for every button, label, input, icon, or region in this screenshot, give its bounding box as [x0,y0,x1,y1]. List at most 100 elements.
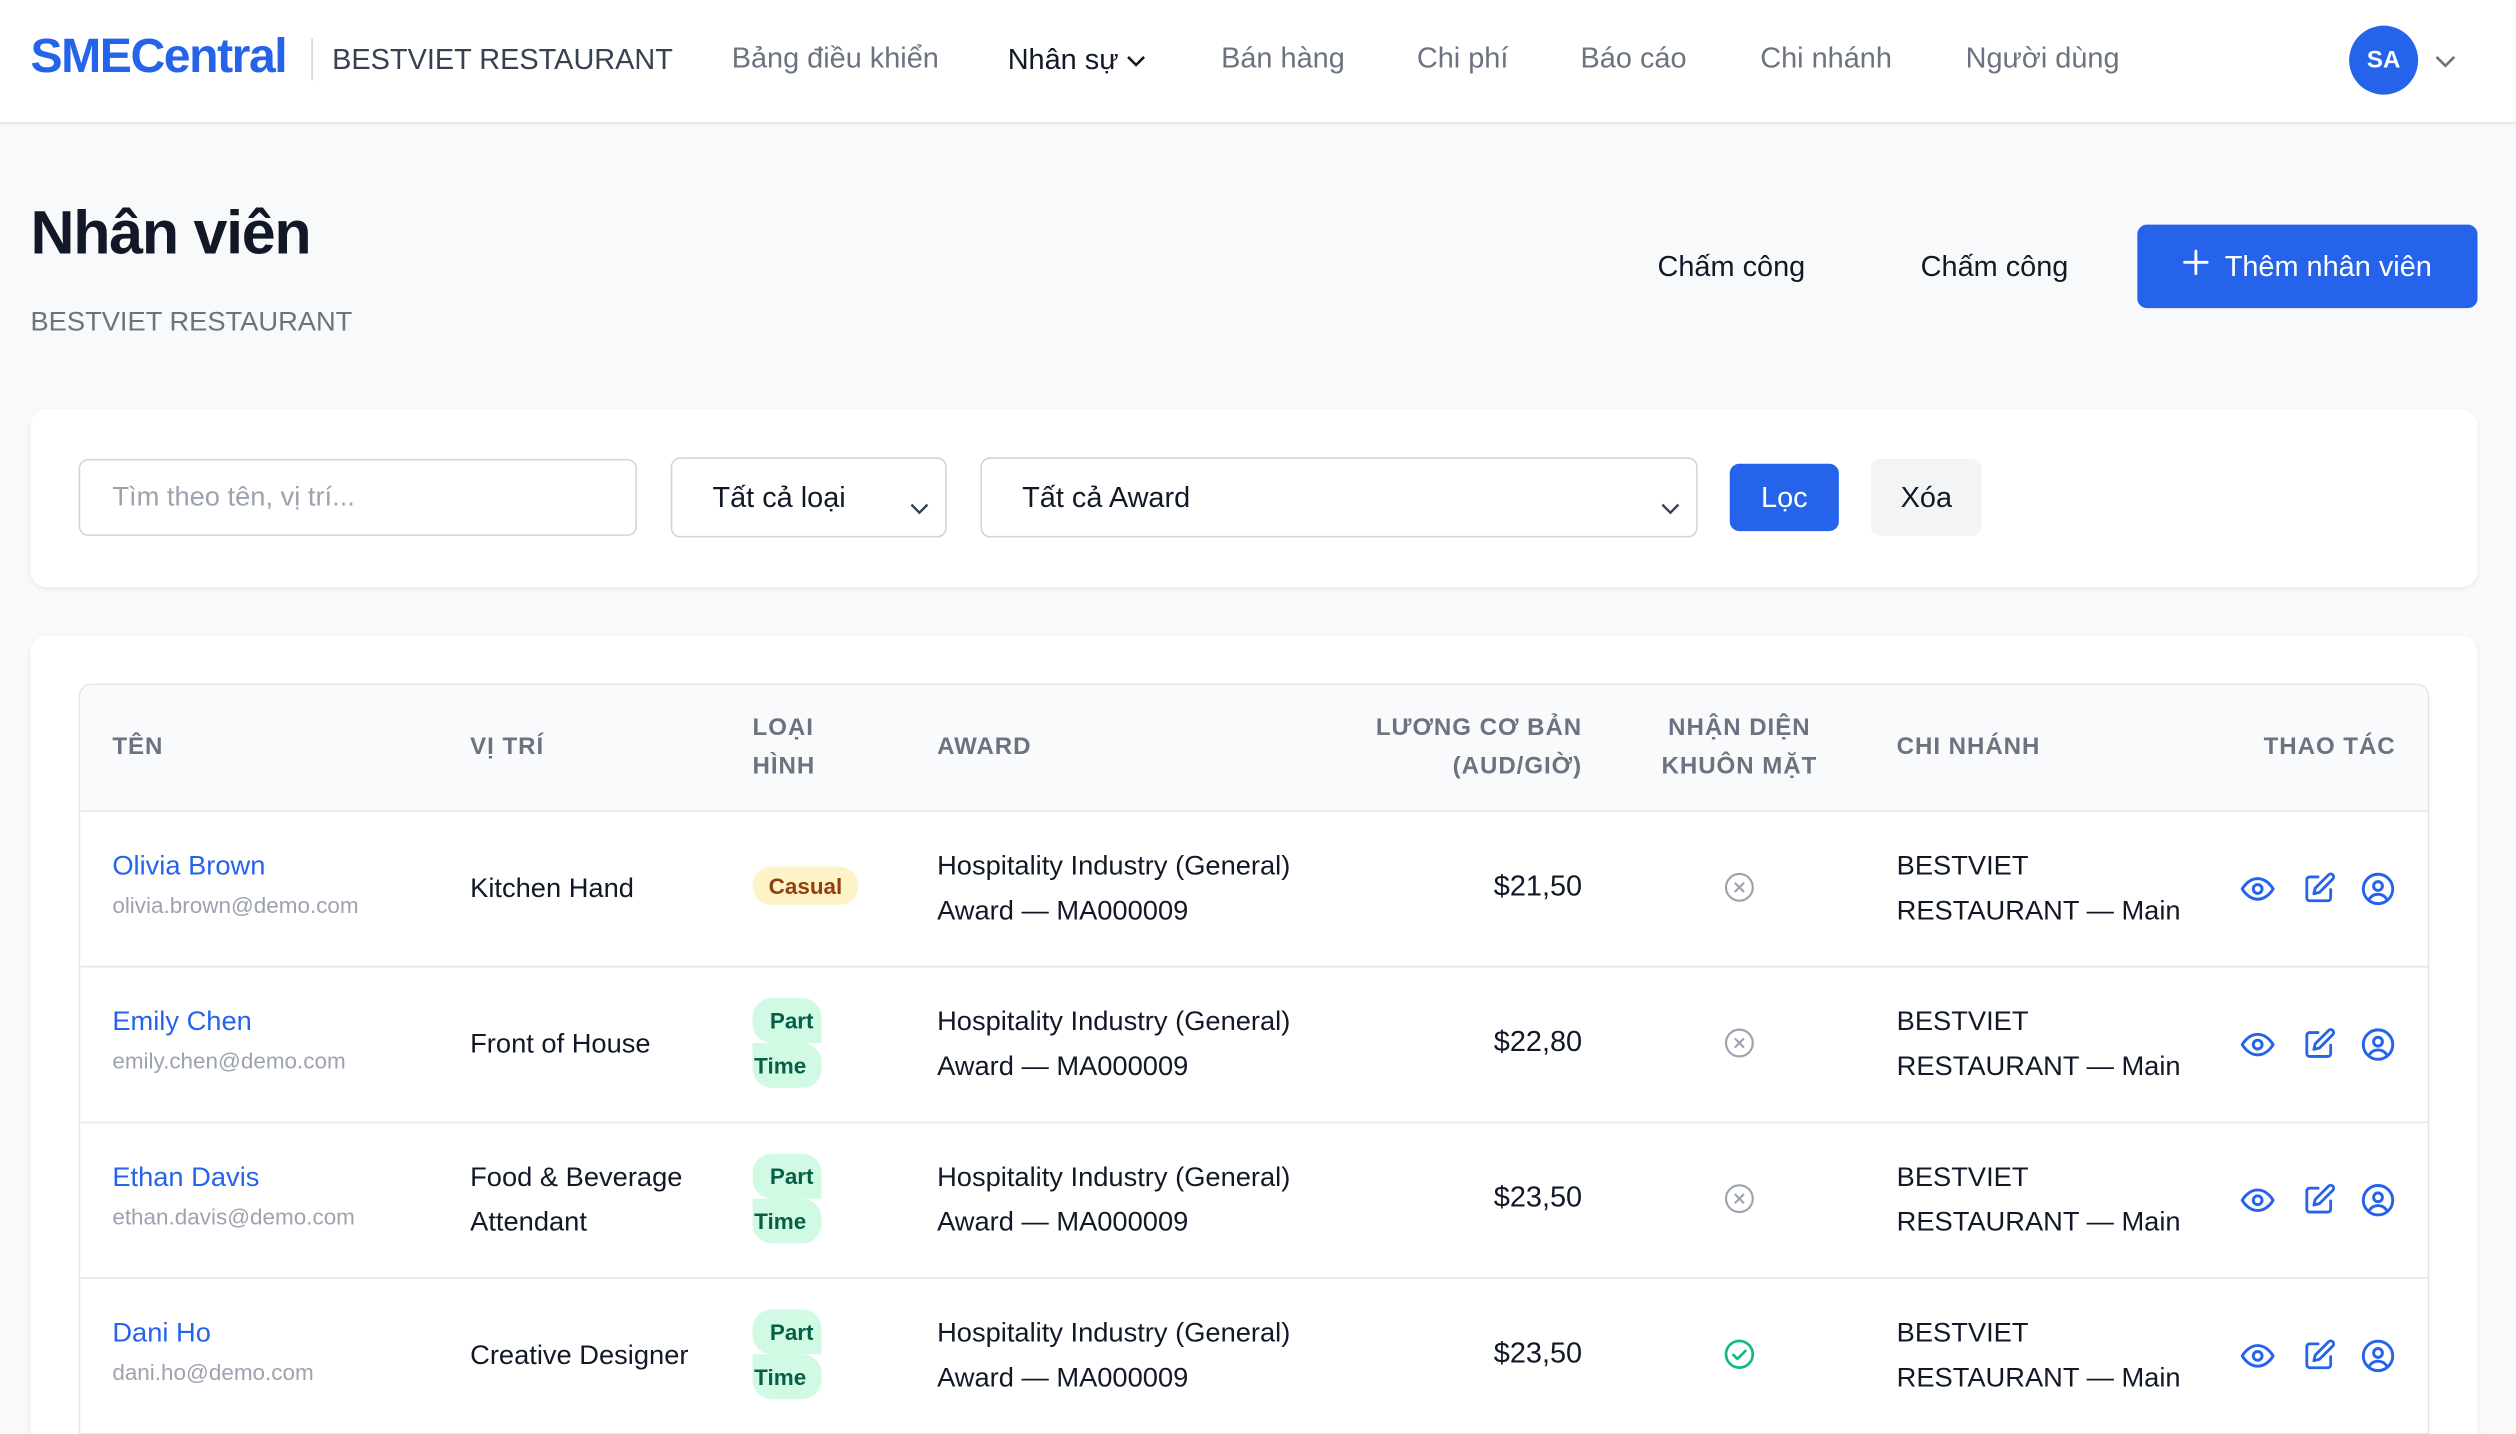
position-line-1: Front of House [470,1028,651,1060]
eye-icon[interactable] [2240,1027,2275,1070]
employee-cell: Ethan Davis ethan.davis@demo.com [112,1162,355,1229]
branch-cell: BESTVIET RESTAURANT — Main [1897,1000,2181,1090]
award-cell: Hospitality Industry (General) Award — MA… [937,1000,1290,1090]
award-line-2: Award — MA000009 [937,895,1189,926]
nav-item-label: Bán hàng [1221,41,1345,74]
base-rate: $23,50 [1493,1336,1583,1369]
col-header-award[interactable]: AWARD [937,733,1032,761]
x-circle-icon [1723,871,1755,911]
col-header-actions: THAO TÁC [2263,733,2396,761]
chevron-down-icon [1661,489,1680,523]
nav-item-label: Người dùng [1965,41,2120,74]
nav-item-label: Chi nhánh [1760,41,1892,74]
add-employee-label: Thêm nhân viên [2224,249,2432,282]
nav-item-label: Báo cáo [1580,41,1687,74]
eye-icon[interactable] [2240,871,2275,914]
base-rate: $23,50 [1493,1180,1583,1214]
app-logo[interactable]: SMECentral [30,30,287,84]
eye-icon[interactable] [2240,1338,2275,1381]
position-cell: Kitchen Hand [470,866,634,911]
award-select[interactable]: Tất cả Award [980,457,1698,538]
position-line-1: Food & Beverage [470,1161,683,1193]
col-header-name[interactable]: TÊN [112,733,164,761]
type-cell: Casual [752,866,859,905]
col-header-type-l1: LOẠI [752,714,814,742]
timesheet-button[interactable]: Chấm công [1657,249,1806,282]
employee-name-link[interactable]: Ethan Davis [112,1161,260,1193]
col-header-face-l1: NHẬN DIỆN [1668,714,1811,742]
employee-email: dani.ho@demo.com [112,1359,314,1385]
edit-icon[interactable] [2303,1338,2337,1380]
col-header-position[interactable]: VỊ TRÍ [470,733,545,761]
position-line-1: Kitchen Hand [470,872,634,904]
branch-line-1: BESTVIET [1896,1161,2029,1193]
position-line-1: Creative Designer [470,1339,689,1371]
branch-line-2: RESTAURANT — Main [1896,1206,2181,1238]
nav-item-hr[interactable]: Nhân sự [1008,43,1146,77]
org-name: BESTVIET RESTAURANT [332,43,673,76]
branch-cell: BESTVIET RESTAURANT — Main [1897,1311,2181,1401]
col-header-rate[interactable]: LƯƠNG CƠ BẢN (AUD/GIỜ) [1325,709,1582,786]
nav-item-label: Bảng điều khiển [731,41,939,74]
edit-icon[interactable] [2303,871,2337,913]
user-circle-icon[interactable] [2360,1027,2395,1070]
top-nav: SMECentral BESTVIET RESTAURANT Bảng điều… [0,0,2516,124]
type-select-value: Tất cả loại [712,480,846,513]
nav-item-users[interactable]: Người dùng [1966,42,2120,76]
eye-icon[interactable] [2240,1183,2275,1226]
nav-item-label: Nhân sự [1007,43,1119,76]
table-row: Ethan Davis ethan.davis@demo.com Food & Be… [80,1123,2428,1279]
clear-button[interactable]: Xóa [1870,458,1982,536]
nav-item-expenses[interactable]: Chi phí [1417,42,1509,76]
user-circle-icon[interactable] [2360,871,2395,914]
nav-item-sales[interactable]: Bán hàng [1221,42,1345,76]
award-select-value: Tất cả Award [1022,480,1191,513]
table-row: Emily Chen emily.chen@demo.com Front of Ho… [80,968,2428,1124]
award-cell: Hospitality Industry (General) Award — MA… [937,1155,1290,1245]
award-line-2: Award — MA000009 [937,1362,1189,1393]
edit-icon[interactable] [2303,1027,2337,1069]
branch-line-2: RESTAURANT — Main [1896,1362,2181,1393]
chevron-down-icon [1127,42,1146,76]
award-line-2: Award — MA000009 [937,1051,1189,1082]
nav-item-branches[interactable]: Chi nhánh [1760,42,1892,76]
filter-button[interactable]: Lọc [1729,463,1839,532]
type-badge-line-1: Part [752,998,822,1043]
employee-name-link[interactable]: Emily Chen [112,1006,252,1037]
user-avatar[interactable]: SA [2349,25,2419,95]
award-line-1: Hospitality Industry (General) [937,850,1291,881]
page-title: Nhân viên [30,200,311,268]
type-badge-line-1: Part [752,1153,822,1199]
user-circle-icon[interactable] [2360,1338,2395,1381]
x-circle-icon [1723,1183,1755,1223]
x-circle-icon [1723,1027,1755,1067]
check-circle-icon [1723,1338,1755,1378]
page-subtitle: BESTVIET RESTAURANT [30,306,353,337]
col-header-face[interactable]: NHẬN DIỆN KHUÔN MẶT [1643,709,1836,786]
branch-line-1: BESTVIET [1896,850,2029,881]
user-circle-icon[interactable] [2360,1183,2395,1226]
type-badge: Casual [752,866,859,905]
type-badge-line-2: Time [752,1042,822,1088]
search-input[interactable]: Tìm theo tên, vị trí... [78,458,638,536]
chevron-down-icon[interactable] [2434,48,2456,77]
nav-item-reports[interactable]: Báo cáo [1581,42,1687,76]
type-select[interactable]: Tất cả loại [670,457,947,538]
edit-icon[interactable] [2303,1183,2337,1225]
award-line-1: Hospitality Industry (General) [937,1006,1291,1037]
branch-cell: BESTVIET RESTAURANT — Main [1897,844,2181,934]
type-badge-line-2: Time [752,1354,822,1400]
award-cell: Hospitality Industry (General) Award — MA… [937,844,1290,934]
award-cell: Hospitality Industry (General) Award — MA… [937,1311,1290,1401]
employee-name-link[interactable]: Dani Ho [112,1317,211,1348]
add-employee-button[interactable]: Thêm nhân viên [2137,224,2478,309]
col-header-type[interactable]: LOẠI HÌNH [753,709,816,786]
employee-name-link[interactable]: Olivia Brown [112,850,266,881]
employee-email: olivia.brown@demo.com [112,892,359,918]
timesheet-button-2[interactable]: Chấm công [1920,249,2069,282]
table-row: Olivia Brown olivia.brown@demo.com Kitchen… [80,812,2428,968]
nav-divider [311,38,313,81]
nav-item-dashboard[interactable]: Bảng điều khiển [732,42,939,76]
col-header-branch[interactable]: CHI NHÁNH [1896,733,2041,761]
